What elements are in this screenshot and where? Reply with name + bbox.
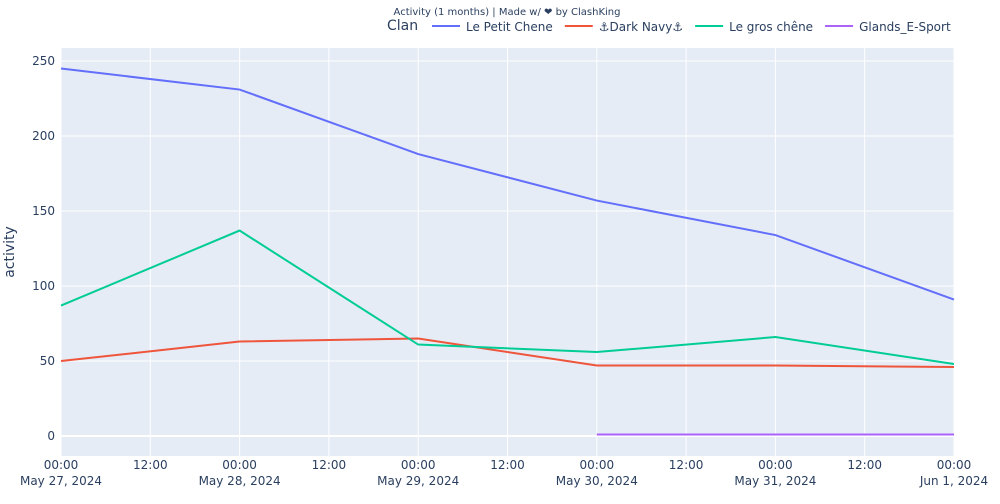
y-tick-label: 100 [32,279,55,293]
x-tick-label: 12:00 [669,458,704,472]
series-line [60,67,955,301]
x-tick-label: 00:00 May 29, 2024 [377,458,459,488]
y-tick-label: 0 [47,429,55,443]
legend-label: Le gros chêne [729,20,813,34]
x-tick-label: 00:00 May 27, 2024 [20,458,102,488]
chart-title: Activity (1 months) | Made w/ ❤ by Clash… [394,7,621,18]
y-tick-label: 50 [40,354,55,368]
x-tick-label: 00:00 Jun 1, 2024 [919,458,988,488]
x-tick-label: 12:00 [133,458,168,472]
x-tick-label: 00:00 May 30, 2024 [556,458,638,488]
x-tick-label: 12:00 [312,458,347,472]
y-tick-label: 250 [32,54,55,68]
x-tick-label: 12:00 [847,458,882,472]
legend-label: Le Petit Chene [466,20,553,34]
y-tick-label: 200 [32,129,55,143]
series-line [60,337,955,369]
legend-title: Clan [387,18,418,34]
legend-label: ⚓Dark Navy⚓ [599,20,683,34]
x-tick-label: 12:00 [490,458,525,472]
y-axis-title: activity [2,226,18,278]
x-tick-label: 00:00 May 31, 2024 [734,458,816,488]
legend-label: Glands_E-Sport [859,20,951,34]
x-tick-label: 00:00 May 28, 2024 [199,458,281,488]
series-line [60,229,955,366]
y-tick-label: 150 [32,204,55,218]
